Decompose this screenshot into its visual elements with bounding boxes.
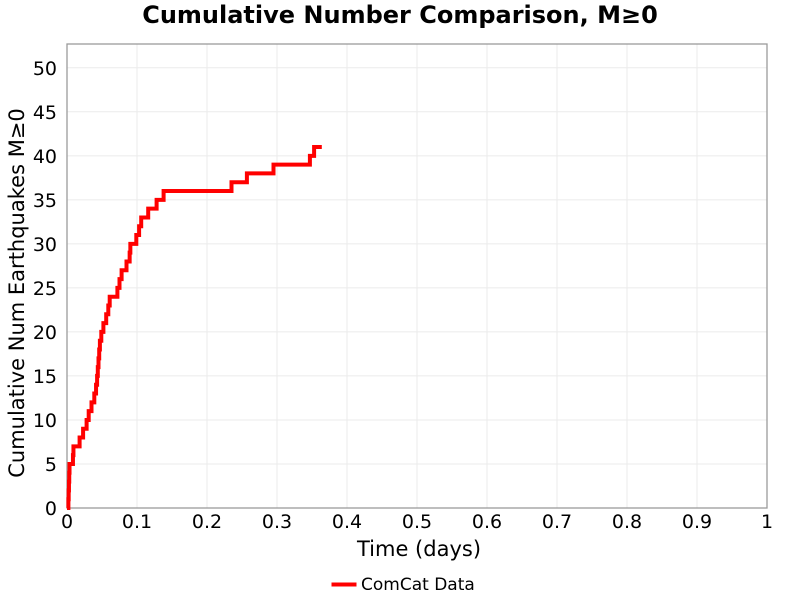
y-tick-labels: 0 5 10 15 20 25 30 35 40 45 50: [33, 58, 57, 520]
x-axis-label: Time (days): [356, 537, 481, 561]
y-tick-label: 50: [33, 58, 57, 80]
gridlines: [67, 44, 767, 508]
x-tick-label: 0.1: [122, 511, 152, 533]
y-tick-label: 10: [33, 410, 57, 432]
y-tick-label: 0: [45, 498, 57, 520]
plot-border: [66, 43, 768, 509]
y-tick-label: 15: [33, 366, 57, 388]
y-tick-label: 20: [33, 322, 57, 344]
y-tick-label: 5: [45, 454, 57, 476]
comcat-series-line: [66, 145, 322, 510]
x-tick-label: 0.4: [332, 511, 362, 533]
x-tick-label: 0.5: [402, 511, 432, 533]
y-tick-label: 35: [33, 190, 57, 212]
y-tick-label: 30: [33, 234, 57, 256]
x-tick-label: 0.3: [262, 511, 292, 533]
y-tick-label: 45: [33, 102, 57, 124]
y-axis-label: Cumulative Num Earthquakes M≥0: [5, 108, 29, 478]
y-tick-label: 25: [33, 278, 57, 300]
chart-title: Cumulative Number Comparison, M≥0: [142, 1, 658, 29]
x-tick-labels: 0 0.1 0.2 0.3 0.4 0.5 0.6 0.7 0.8 0.9 1: [61, 511, 773, 533]
x-tick-label: 0.6: [472, 511, 502, 533]
x-tick-label: 0.2: [192, 511, 222, 533]
legend: ComCat Data: [331, 575, 475, 595]
x-tick-label: 0.7: [542, 511, 572, 533]
x-tick-label: 0: [61, 511, 73, 533]
x-tick-label: 1: [761, 511, 773, 533]
x-tick-label: 0.8: [612, 511, 642, 533]
y-tick-label: 40: [33, 146, 57, 168]
legend-label: ComCat Data: [361, 575, 475, 595]
x-tick-label: 0.9: [682, 511, 712, 533]
data-series-group: [66, 145, 322, 510]
